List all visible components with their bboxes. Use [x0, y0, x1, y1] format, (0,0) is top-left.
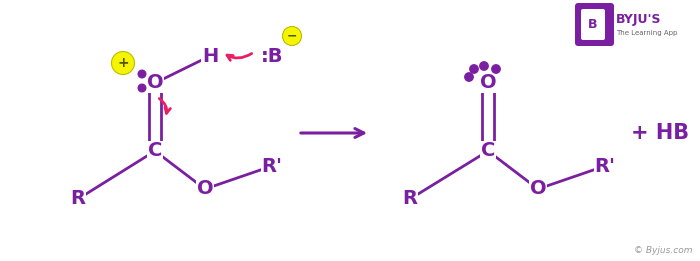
Text: BYJU'S: BYJU'S — [616, 13, 662, 26]
Circle shape — [492, 65, 500, 73]
Text: C: C — [148, 141, 162, 161]
Text: B: B — [588, 18, 598, 31]
Text: R': R' — [262, 157, 283, 175]
Text: R: R — [71, 189, 85, 209]
Circle shape — [138, 84, 146, 92]
Text: −: − — [287, 29, 298, 43]
Circle shape — [283, 27, 302, 45]
Circle shape — [470, 65, 478, 73]
Text: R: R — [402, 189, 417, 209]
Text: © Byjus.com: © Byjus.com — [634, 246, 692, 255]
Text: O: O — [480, 74, 496, 92]
Text: :B: :B — [260, 46, 284, 66]
Text: O: O — [147, 74, 163, 92]
Text: R': R' — [594, 157, 615, 175]
Text: O: O — [197, 180, 214, 199]
Circle shape — [111, 51, 134, 74]
Text: O: O — [530, 180, 546, 199]
Text: C: C — [481, 141, 495, 161]
FancyBboxPatch shape — [575, 3, 614, 46]
Text: H: H — [202, 46, 218, 66]
Circle shape — [138, 70, 146, 78]
Text: +: + — [117, 56, 129, 70]
Text: + HB: + HB — [631, 123, 689, 143]
Circle shape — [480, 62, 488, 70]
FancyBboxPatch shape — [581, 9, 605, 40]
Text: The Learning App: The Learning App — [616, 31, 678, 37]
Circle shape — [465, 73, 473, 81]
